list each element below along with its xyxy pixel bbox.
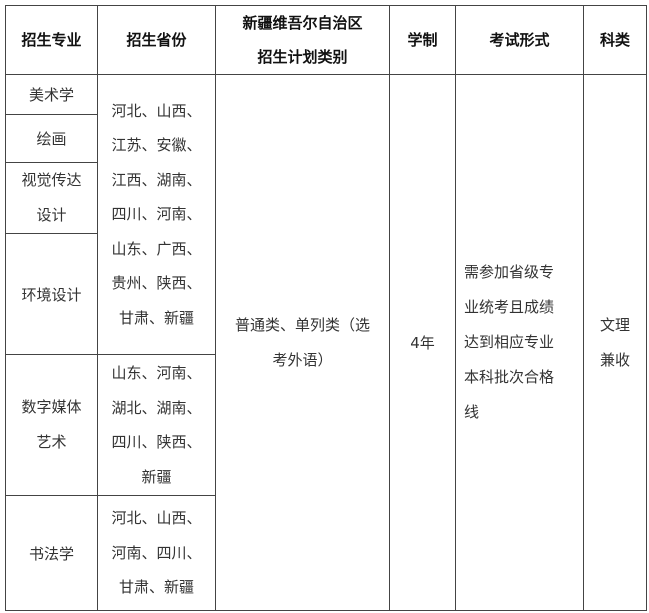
table-row: 环境设计 <box>5 233 647 355</box>
header-subject: 科类 <box>583 5 647 75</box>
table-row: 数字媒体 艺术 山东、河南、 湖北、湖南、 四川、陕西、 新疆 <box>5 354 647 496</box>
header-duration: 学制 <box>389 5 456 75</box>
header-category: 新疆维吾尔自治区 招生计划类别 <box>215 5 390 75</box>
table-row: 视觉传达 设计 <box>5 162 647 234</box>
exam-cell: 需参加省级专 业统考且成绩 达到相应专业 本科批次合格线 <box>455 74 584 611</box>
subject-cell: 文理 兼收 <box>583 74 647 611</box>
major-cell: 视觉传达 设计 <box>5 162 98 234</box>
header-major: 招生专业 <box>5 5 98 75</box>
table-row: 美术学 河北、山西、 江苏、安徽、 江西、湖南、 四川、河南、 山东、广西、 贵州、陕西、… <box>5 74 647 611</box>
major-cell: 环境设计 <box>5 233 98 355</box>
major-cell: 美术学 <box>5 74 98 115</box>
major-cell: 数字媒体 艺术 <box>5 354 98 496</box>
province-cell: 河北、山西、 江苏、安徽、 江西、湖南、 四川、河南、 山东、广西、 贵州、陕西、 甘肃、新… <box>97 74 216 355</box>
duration-cell: 4年 <box>389 74 456 611</box>
header-provinces: 招生省份 <box>97 5 216 75</box>
header-row: 招生专业 招生省份 新疆维吾尔自治区 招生计划类别 学制 考试形式 科类 <box>5 5 647 75</box>
major-cell: 书法学 <box>5 495 98 611</box>
province-cell: 河北、山西、 河南、四川、 甘肃、新疆 <box>97 495 216 611</box>
major-cell: 绘画 <box>5 114 98 163</box>
category-cell: 普通类、单列类（选 考外语） <box>215 74 390 611</box>
table-row: 绘画 <box>5 114 647 163</box>
table-row: 书法学 河北、山西、 河南、四川、 甘肃、新疆 <box>5 495 647 611</box>
header-exam: 考试形式 <box>455 5 584 75</box>
province-cell: 山东、河南、 湖北、湖南、 四川、陕西、 新疆 <box>97 354 216 496</box>
admissions-table: 招生专业 招生省份 新疆维吾尔自治区 招生计划类别 学制 考试形式 科类 美术学 … <box>5 5 647 611</box>
